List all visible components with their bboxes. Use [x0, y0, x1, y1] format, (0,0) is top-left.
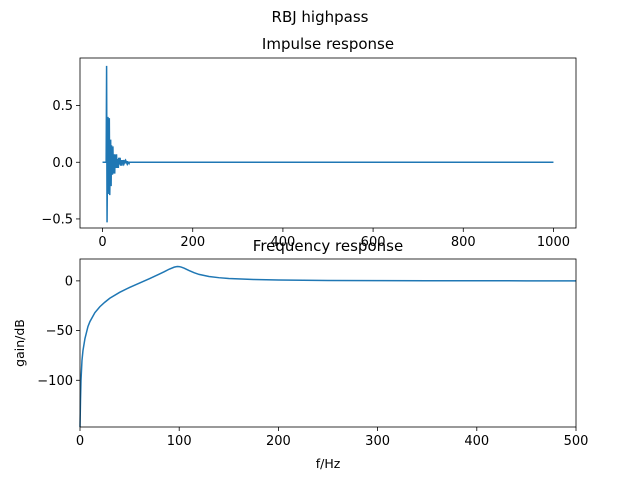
impulse-response-title: Impulse response [262, 35, 394, 53]
impulse-response-frame [79, 57, 577, 229]
frequency-response-frame [79, 258, 577, 428]
impulse-response-ytick-label: 0.0 [52, 156, 73, 171]
frequency-response-line [79, 265, 577, 428]
impulse-response-axes: Impulse response 0 200 400 600 800 1000 −0.5 0.… [41, 35, 577, 250]
impulse-response-ticks: 0 200 400 600 800 1000 −0.5 0.0 0.5 [41, 99, 570, 250]
frequency-response-xtick-label: 200 [266, 434, 291, 449]
frequency-response-title: Frequency response [253, 237, 403, 255]
frequency-response-ytick-label: −50 [46, 324, 73, 339]
figure-suptitle: RBJ highpass [272, 8, 369, 26]
impulse-response-xtick-label: 600 [361, 235, 386, 250]
frequency-response-ylabel: gain/dB [12, 319, 27, 367]
frequency-response-axes: Frequency response 0 100 200 300 400 500 −100 −… [12, 237, 588, 471]
frequency-response-xtick-label: 0 [76, 434, 84, 449]
frequency-response-ytick-label: −100 [37, 374, 73, 389]
frequency-response-xtick-label: 500 [564, 434, 589, 449]
frequency-response-xlabel: f/Hz [316, 456, 341, 471]
impulse-response-ytick-label: 0.5 [52, 99, 73, 114]
impulse-response-line [102, 65, 554, 223]
impulse-response-xtick-label: 400 [270, 235, 295, 250]
frequency-response-xtick-label: 100 [167, 434, 192, 449]
impulse-response-xtick-label: 1000 [537, 235, 570, 250]
frequency-response-xtick-label: 400 [464, 434, 489, 449]
impulse-response-xtick-label: 800 [451, 235, 476, 250]
frequency-response-ytick-label: 0 [65, 274, 73, 289]
impulse-response-xtick-label: 200 [180, 235, 205, 250]
frequency-response-xtick-label: 300 [365, 434, 390, 449]
frequency-response-ticks: 0 100 200 300 400 500 −100 −50 0 [37, 274, 588, 449]
impulse-response-xtick-label: 0 [98, 235, 106, 250]
impulse-response-ytick-label: −0.5 [41, 212, 73, 227]
